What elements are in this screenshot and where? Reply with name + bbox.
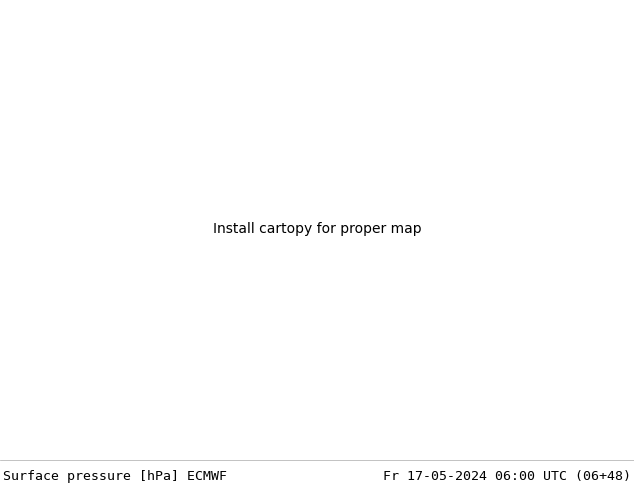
Text: Fr 17-05-2024 06:00 UTC (06+48): Fr 17-05-2024 06:00 UTC (06+48) [383, 470, 631, 483]
Text: Install cartopy for proper map: Install cartopy for proper map [212, 222, 422, 236]
Text: Surface pressure [hPa] ECMWF: Surface pressure [hPa] ECMWF [3, 470, 227, 483]
